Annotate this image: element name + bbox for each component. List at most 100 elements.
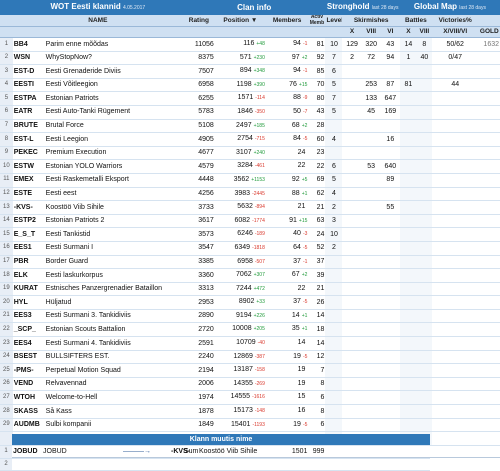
table-row[interactable]: 2 WSN WhyStopNow? 8375 571 +230 97 +2 92 7 2 72 94 1 4… (0, 51, 500, 66)
table-row[interactable]: 6 EATR Eesti Auto-Tanki Rügement 5783 1846 -3… (0, 105, 500, 120)
col-position[interactable]: Position ▼ (214, 15, 266, 27)
gm-battles-x (399, 390, 417, 406)
clan-members: 92 +5 (265, 173, 309, 188)
skirmish-viii (361, 336, 381, 351)
gm-battles-viii (416, 295, 432, 310)
clan-rating: 2720 (182, 322, 215, 338)
row-number: 10 (0, 159, 13, 174)
old-name: JOBUD (42, 445, 122, 459)
position-change: -1616 (252, 394, 265, 401)
stronghold-note: last 28 days (371, 5, 399, 11)
skirmish-x (342, 377, 362, 392)
gm-battles-x (399, 173, 417, 188)
table-row[interactable]: 20 HYL Hüljatud 2953 8902 +33 37 -5 26 (0, 295, 500, 310)
table-row[interactable]: 12 ESTE Eesti eest 4256 3983 -2445 88 +1 62 4 (0, 187, 500, 202)
table-row[interactable]: 8 EST-L Eesti Leegion 4905 2754 -715 84 -5 60 4 16 (0, 132, 500, 147)
table-row[interactable]: 21 EES3 Eesti Surmani 3. Tankidiviis 2890 91… (0, 309, 500, 324)
gold-value (478, 322, 500, 338)
col-sk-viii: VIII (361, 26, 381, 38)
table-row[interactable]: 27 WTOH Welcome-to-Hell 1974 14555 -1616 15 6 (0, 390, 500, 406)
gm-battles-x (399, 268, 417, 283)
members-value: 19 (297, 366, 306, 374)
empty-cell (12, 458, 431, 471)
gm-battles-viii (416, 309, 432, 324)
col-level[interactable]: Level (325, 15, 343, 27)
row-number: 2 (0, 458, 12, 471)
table-row[interactable]: 25 -PMS- Perpetual Motion Squad 2194 13187 -1… (0, 363, 500, 378)
table-row[interactable]: 18 ELK Eesti laskurkorpus 3360 7062 +307 67 +2 3… (0, 268, 500, 283)
table-row[interactable]: 17 PBR Border Guard 3385 6958 -507 37 -1 37 (0, 255, 500, 270)
clan-rating: 3547 (182, 241, 215, 256)
skirmish-viii (361, 295, 381, 310)
clan-name: Eesti Leegion (44, 132, 183, 147)
gm-battles-x (399, 241, 417, 256)
clan-name: Estonian Patriots 2 (44, 214, 183, 229)
members-change: -5 (302, 421, 308, 428)
table-row[interactable]: 22 _SCP_ Estonian Scouts Battalion 2720 1000… (0, 322, 500, 338)
skirmish-x (342, 173, 362, 188)
gm-victories: 50/62 (431, 37, 479, 52)
skirmish-viii (361, 322, 381, 338)
skirmish-viii (361, 187, 381, 202)
table-row[interactable]: 13 -KVS- Koostöö Viib Sihile 3733 5632 -894 21… (0, 200, 500, 215)
table-row[interactable]: 24 BSEST BULLSIFTERS EST. 2240 12869 -387 19 -5… (0, 350, 500, 365)
table-row[interactable]: 3 EST-D Eesti Grenaderide Diviis 7507 894 +34… (0, 64, 500, 79)
clan-activ: 14 (308, 309, 326, 324)
members-value: 14 (297, 339, 306, 347)
clan-members: 97 +2 (265, 51, 309, 66)
table-row[interactable]: 7 BRUTE Brutal Force 5108 2497 +185 68 +2 28 (0, 119, 500, 134)
row-number: 4 (0, 78, 13, 93)
clan-activ: 7 (308, 363, 326, 378)
gm-battles-viii (416, 187, 432, 202)
rename-title-row: Klann muutis nime (0, 434, 431, 446)
gm-battles-x (399, 132, 417, 147)
skirmish-vi (380, 295, 400, 310)
skirmish-viii (361, 214, 381, 229)
gold-value (478, 91, 500, 106)
row-number: 24 (0, 350, 13, 365)
col-rating[interactable]: Rating (182, 15, 215, 27)
table-row[interactable]: 29 AUDMB Sulbi kompanii 1849 15401 -1193 19 -5 6 (0, 418, 500, 433)
skirmish-x (342, 146, 362, 161)
table-row[interactable]: 11 EMEX Eesti Raskemetalli Eksport 4448 3562… (0, 173, 500, 188)
skirmish-x: 2 (342, 51, 362, 66)
table-row[interactable]: 1 BB4 Parim enne mõõdas 11056 116 +48 94 -1 81 10… (0, 37, 500, 52)
clan-members: 15 (265, 390, 309, 406)
gm-victories (431, 241, 479, 256)
gm-victories (431, 187, 479, 202)
clan-activ: 8 (308, 377, 326, 392)
table-row[interactable]: 28 SKASS Så Kass 1878 15173 -148 16 8 (0, 404, 500, 419)
gold-value (478, 51, 500, 66)
table-row[interactable]: 23 EES4 Eesti Surmani 4. Tankidiviis 2591 10… (0, 336, 500, 351)
position-value: 116 (243, 40, 255, 47)
col-activ[interactable]: Activ Memb (308, 15, 326, 27)
clan-activ: 22 (308, 159, 326, 174)
gm-battles-viii (416, 146, 432, 161)
table-row[interactable]: 19 KURAT Estnisches Panzergrenadier Batail… (0, 282, 500, 297)
members-change (305, 150, 307, 156)
table-row[interactable]: 15 E_S_T Eesti Tankistid 3573 6246 -189 40 -3 24… (0, 227, 500, 242)
clan-name: Eesti Surmani 4. Tankidiviis (44, 336, 183, 351)
col-name[interactable]: NAME (12, 15, 183, 27)
table-row[interactable]: 5 ESTPA Estonian Patriots 6255 1571 -114 88 -9 8… (0, 91, 500, 106)
col-members[interactable]: Members (265, 15, 309, 27)
clan-position: 9194 +226 (214, 309, 266, 324)
members-change: -1 (302, 258, 308, 265)
clan-name: BULLSIFTERS EST. (44, 350, 183, 365)
clan-table: WOT Eesti klannid 4.05.2017 Clan info St… (0, 0, 500, 459)
members-change (305, 367, 307, 373)
table-row[interactable]: 14 ESTP2 Estonian Patriots 2 3617 6082 -1774 9… (0, 214, 500, 229)
members-value: 14 (291, 311, 300, 319)
table-row[interactable]: 16 EES1 Eesti Surmani I 3547 6349 -1818 64 -5 52… (0, 241, 500, 256)
gm-victories (431, 282, 479, 297)
table-row[interactable]: 4 EESTI Eesti Võitleegion 6958 1198 +390 76 +15… (0, 78, 500, 93)
table-row[interactable]: 10 ESTW Estonian YOLO Warriors 4579 3284 -461… (0, 159, 500, 174)
header-blank-2 (0, 26, 13, 38)
gm-battles-x (399, 105, 417, 120)
position-change: -1193 (252, 421, 265, 428)
table-row[interactable]: 26 VEND Relvavennad 2006 14355 -269 19 8 (0, 377, 500, 392)
table-row[interactable]: 9 PEKEC Premium Execution 4677 3107 +240 24 23 (0, 146, 500, 161)
clan-members: 21 (265, 200, 309, 215)
skirmish-x (342, 295, 362, 310)
skirmish-x (342, 78, 362, 93)
